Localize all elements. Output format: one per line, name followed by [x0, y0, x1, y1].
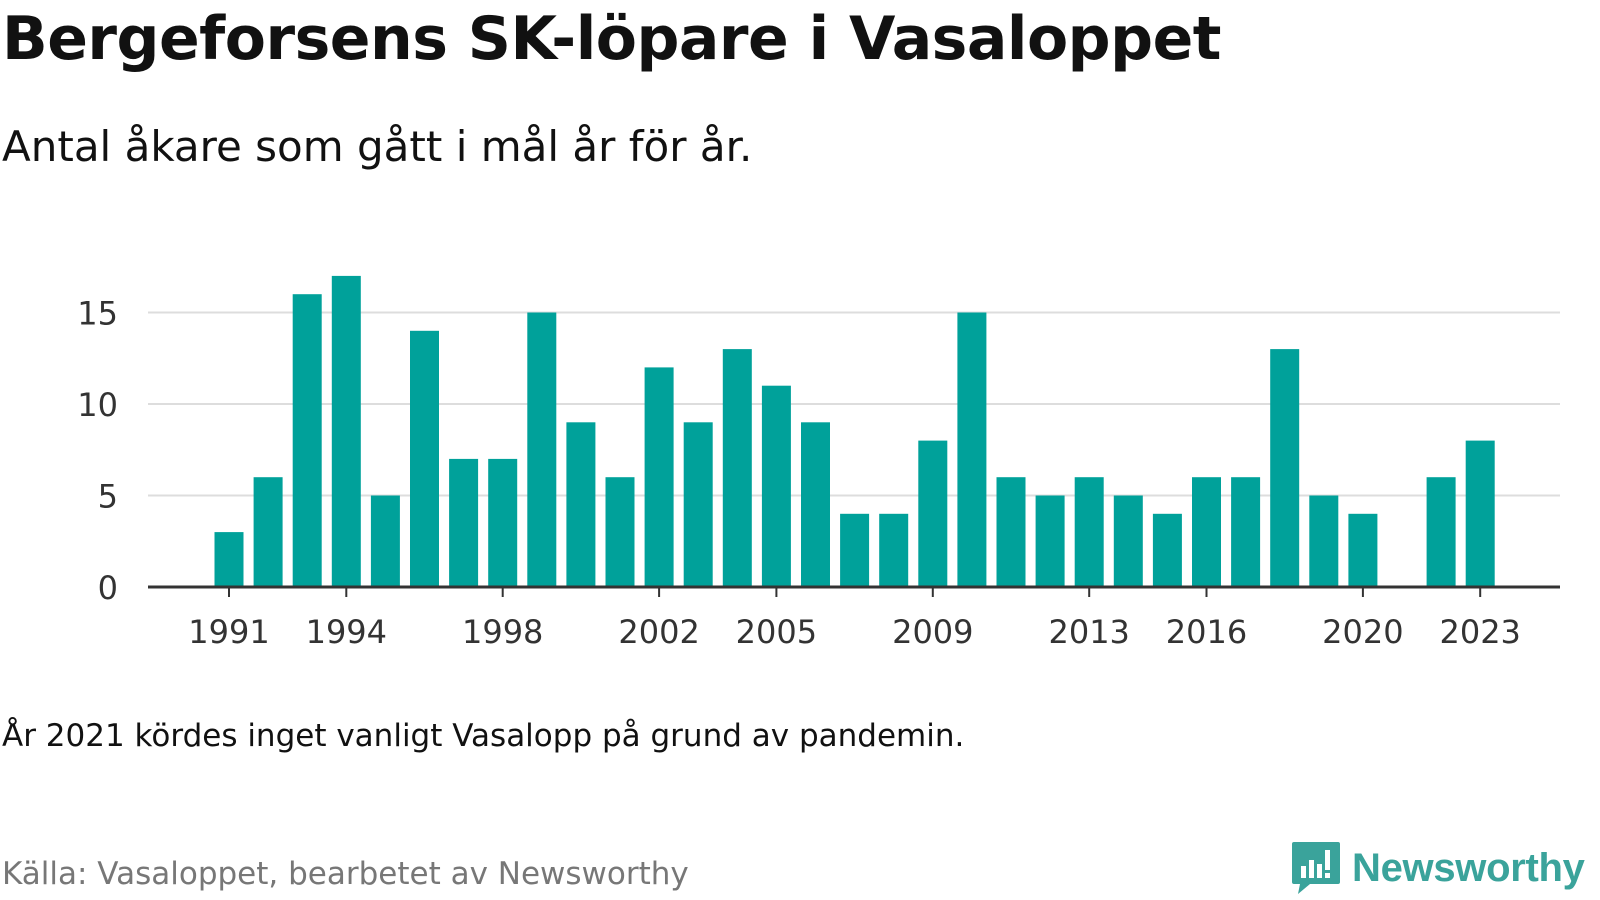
- bar-1993: [292, 294, 322, 587]
- bar-2007: [840, 513, 870, 587]
- bar-2004: [722, 349, 752, 587]
- bar-1997: [449, 458, 479, 587]
- bar-2023: [1465, 440, 1495, 587]
- bar-2005: [761, 385, 791, 587]
- y-tick-label: 0: [98, 569, 118, 607]
- bar-2019: [1309, 495, 1339, 587]
- bar-2002: [644, 367, 674, 587]
- bar-1996: [410, 330, 439, 587]
- chart-title: Bergeforsens SK-löpare i Vasaloppet: [2, 4, 1221, 74]
- y-tick-label: 10: [77, 386, 118, 424]
- bar-2008: [879, 513, 909, 587]
- y-tick-label: 5: [98, 478, 118, 516]
- x-tick-label: 1998: [462, 613, 543, 651]
- bar-2001: [605, 477, 635, 587]
- bar-2003: [683, 422, 713, 587]
- x-tick-label: 2002: [618, 613, 699, 651]
- x-tick-label: 2016: [1166, 613, 1247, 651]
- x-tick-label: 2023: [1439, 613, 1520, 651]
- x-tick-label: 1991: [188, 613, 269, 651]
- bar-2015: [1152, 513, 1182, 587]
- bar-2009: [918, 440, 948, 587]
- chart-note: År 2021 kördes inget vanligt Vasalopp på…: [2, 718, 965, 754]
- bar-1991: [214, 532, 244, 587]
- x-tick-label: 2020: [1322, 613, 1403, 651]
- x-tick-label: 2009: [892, 613, 973, 651]
- bar-2022: [1426, 477, 1456, 587]
- bar-chart: 0 5 10 15 1991 1994 1998 2002 2005 2009 2013 2016 20…: [77, 275, 1560, 651]
- bar-2017: [1231, 477, 1261, 587]
- bar-1994: [331, 275, 361, 587]
- bar-2020: [1348, 513, 1378, 587]
- bar-2000: [566, 422, 596, 587]
- bar-chart-speech-bubble-icon: [1292, 842, 1340, 894]
- bar-1992: [253, 477, 283, 587]
- newsworthy-logo: Newsworthy: [1290, 840, 1585, 896]
- x-tick-label: 2013: [1048, 613, 1129, 651]
- bar-2014: [1113, 495, 1143, 587]
- bar-2013: [1074, 477, 1104, 587]
- bar-2016: [1192, 477, 1221, 587]
- bar-2011: [996, 477, 1026, 587]
- bar-1998: [488, 458, 518, 587]
- bar-1999: [527, 312, 557, 587]
- x-tick-label: 2005: [736, 613, 817, 651]
- bar-2006: [801, 422, 830, 587]
- y-tick-label: 15: [77, 295, 118, 333]
- bars: [214, 275, 1495, 587]
- x-tick-label: 1994: [306, 613, 387, 651]
- bar-2018: [1270, 349, 1300, 587]
- bar-2012: [1035, 495, 1065, 587]
- axes: 0 5 10 15 1991 1994 1998 2002 2005 2009 2013 2016 20…: [77, 295, 1560, 651]
- bar-2010: [957, 312, 987, 587]
- source-credit: Källa: Vasaloppet, bearbetet av Newswort…: [2, 856, 689, 892]
- bar-1995: [370, 495, 400, 587]
- chart-subtitle: Antal åkare som gått i mål år för år.: [2, 122, 753, 171]
- brand-name: Newsworthy: [1352, 845, 1585, 890]
